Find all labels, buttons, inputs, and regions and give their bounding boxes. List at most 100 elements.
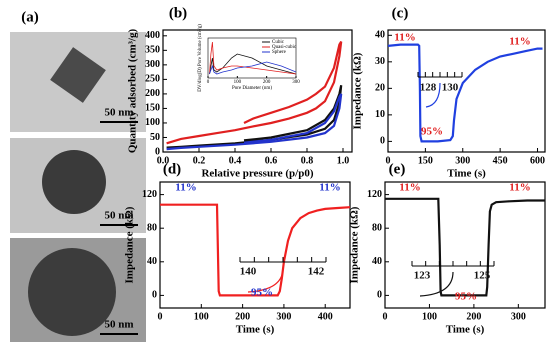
annotation: 128 (420, 82, 437, 94)
x-tick-label: 0.8 (301, 155, 314, 166)
y-axis-title: DV/dlog(D) Pore Volume (cm³/g) (197, 24, 203, 92)
plot-frame (384, 181, 546, 309)
x-tick-label: 0 (386, 155, 391, 166)
x-tick-label: 150 (418, 155, 433, 166)
x-tick-label: 450 (493, 155, 508, 166)
annotation: 11% (394, 32, 415, 44)
y-tick-label: 150 (145, 103, 160, 114)
y-tick-label: 250 (145, 74, 160, 85)
legend-label: Quasi-cubic (272, 45, 297, 50)
x-tick-label: 300 (292, 80, 300, 85)
x-tick-label: 100 (422, 311, 437, 322)
panel-label: (d) (163, 161, 181, 177)
zoom-arrow (419, 271, 454, 297)
x-axis-title: Relative pressure (p/p0) (201, 168, 313, 180)
plot-frame (159, 181, 351, 309)
plot-frame (387, 29, 546, 153)
annotation: 11% (319, 182, 340, 194)
y-tick-label: 80 (147, 222, 157, 233)
data-line (209, 41, 297, 75)
panel-label: (c) (392, 5, 409, 21)
panel-label: (b) (169, 5, 187, 21)
tem-image (10, 32, 146, 132)
y-tick-label: 0 (155, 146, 160, 157)
x-axis-title: Time (s) (236, 324, 275, 336)
x-tick-label: 400 (318, 311, 333, 322)
x-tick-label: 0.0 (157, 155, 170, 166)
y-tick-label: 20 (375, 83, 385, 94)
annotation: 123 (414, 270, 431, 282)
x-tick-label: 0 (158, 311, 163, 322)
x-tick-label: 1.0 (337, 155, 350, 166)
annotation: 11% (175, 182, 196, 194)
tem-image (10, 238, 146, 342)
annotation: 125 (474, 270, 491, 282)
annotation: 140 (240, 266, 257, 278)
plot-frame (162, 29, 353, 153)
zoom-arrow (425, 82, 441, 108)
annotation: 11% (399, 182, 420, 194)
x-tick-label: 100 (194, 311, 209, 322)
panel-label: (a) (21, 9, 39, 25)
data-line (385, 197, 545, 297)
y-tick-label: 0 (380, 136, 385, 147)
scale-bar-label: 50 nm (104, 107, 133, 119)
y-tick-label: 40 (375, 30, 385, 41)
x-tick-label: 200 (466, 311, 481, 322)
y-axis-title: Quantity adsorbed (cm³/g) (127, 29, 139, 154)
y-tick-label: 80 (372, 222, 382, 233)
annotation: 11% (509, 36, 530, 48)
data-line (166, 93, 343, 151)
x-tick-label: 0 (383, 311, 388, 322)
annotation: 95% (421, 126, 443, 138)
x-tick-label: 100 (234, 80, 242, 85)
x-axis-title: Time (s) (447, 168, 486, 180)
annotation: 95% (251, 287, 273, 299)
y-tick-label: 30 (375, 56, 385, 67)
y-axis-title: Impedance (kΩ) (124, 206, 136, 283)
x-tick-label: 200 (235, 311, 250, 322)
data-line (387, 43, 543, 143)
x-tick-label: 600 (530, 155, 545, 166)
zoom-arrow (247, 267, 284, 293)
x-tick-label: 300 (455, 155, 470, 166)
x-axis-title: Pore Diameter (nm) (232, 86, 272, 91)
data-line (160, 203, 351, 297)
x-tick-label: 200 (263, 80, 271, 85)
y-tick-label: 100 (145, 117, 160, 128)
y-tick-label: 120 (367, 189, 382, 200)
tem-image (10, 138, 146, 233)
data-line (209, 61, 297, 75)
scale-bar-label: 50 nm (104, 319, 133, 331)
y-axis-title: Impedance (kΩ) (352, 52, 364, 129)
annotation: 11% (509, 182, 530, 194)
y-axis-title: Impedance (kΩ) (349, 206, 361, 283)
y-tick-label: 0 (152, 290, 157, 301)
y-tick-label: 50 (150, 132, 160, 143)
y-tick-label: 200 (145, 88, 160, 99)
data-line (166, 84, 343, 149)
x-tick-label: 300 (276, 311, 291, 322)
y-tick-label: 350 (145, 45, 160, 56)
x-tick-label: 0.6 (265, 155, 278, 166)
scale-bar-label: 50 nm (104, 210, 133, 222)
legend-label: Cubic (272, 40, 285, 45)
annotation: 95% (455, 291, 477, 303)
y-tick-label: 0 (377, 290, 382, 301)
annotation: 142 (308, 266, 325, 278)
x-tick-label: 0 (207, 80, 210, 85)
x-tick-label: 0.2 (193, 155, 206, 166)
x-tick-label: 300 (511, 311, 526, 322)
x-tick-label: 0.4 (229, 155, 242, 166)
y-tick-label: 40 (147, 256, 157, 267)
y-tick-label: 10 (375, 109, 385, 120)
y-tick-label: 120 (142, 189, 157, 200)
panel-label: (e) (389, 161, 406, 177)
data-line (166, 41, 343, 145)
legend-label: Sphere (272, 50, 287, 55)
y-tick-label: 300 (145, 59, 160, 70)
x-axis-title: Time (s) (446, 324, 485, 336)
y-tick-label: 40 (372, 256, 382, 267)
y-tick-label: 400 (145, 30, 160, 41)
